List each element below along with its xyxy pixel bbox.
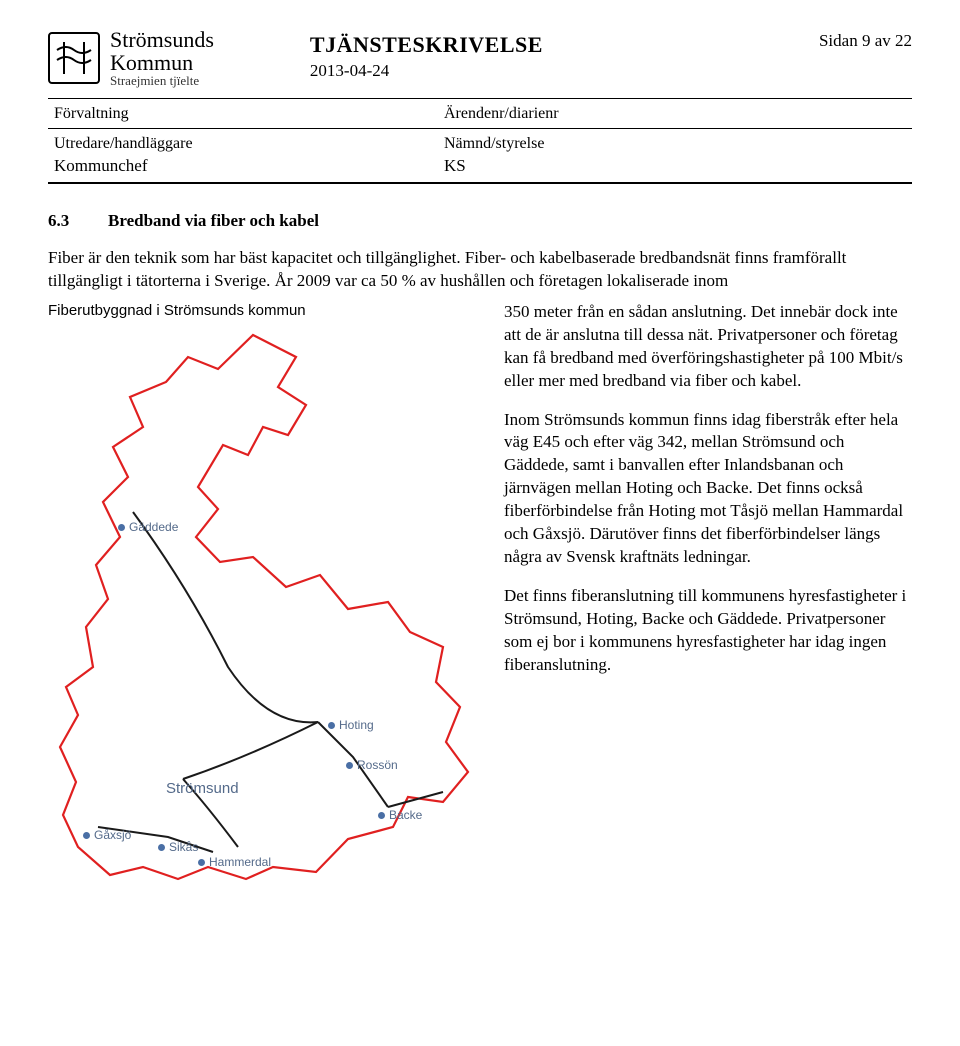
meta-row-2: Utredare/handläggare Kommunchef Nämnd/st…: [48, 128, 912, 183]
meta-right-cell: Nämnd/styrelse KS: [438, 129, 912, 182]
map-label-text: Rossön: [357, 757, 398, 773]
meta-table: Förvaltning Ärendenr/diarienr Utredare/h…: [48, 98, 912, 184]
map-label-hammerdal: Hammerdal: [198, 854, 271, 870]
text-column: 350 meter från en sådan anslutning. Det …: [504, 301, 912, 693]
map-dot-icon: [346, 762, 353, 769]
meta-forvaltning-label: Förvaltning: [48, 99, 438, 129]
section-heading: 6.3 Bredband via fiber och kabel: [48, 210, 912, 233]
map-svg: [48, 327, 478, 887]
shield-icon: [48, 32, 100, 84]
map-figure: Gäddede Hoting Rossön Backe Gåxsjö Sikås: [48, 327, 478, 887]
meta-utredare-value: Kommunchef: [54, 155, 432, 178]
map-label-text: Hoting: [339, 717, 374, 733]
meta-utredare-label: Utredare/handläggare: [54, 133, 432, 155]
map-dot-icon: [198, 859, 205, 866]
map-label-rosson: Rossön: [346, 757, 398, 773]
map-label-backe: Backe: [378, 807, 422, 823]
map-dot-icon: [83, 832, 90, 839]
meta-left-cell: Utredare/handläggare Kommunchef: [48, 129, 438, 182]
two-column-layout: Fiberutbyggnad i Strömsunds kommun Gädde…: [48, 301, 912, 887]
fiber-line-3: [388, 792, 443, 807]
document-title: TJÄNSTESKRIVELSE: [310, 30, 543, 60]
paragraph-2: Inom Strömsunds kommun finns idag fibers…: [504, 409, 912, 570]
map-label-text: Gäddede: [129, 519, 178, 535]
map-label-gaxsjo: Gåxsjö: [83, 827, 131, 843]
paragraph-1: 350 meter från en sådan anslutning. Det …: [504, 301, 912, 393]
document-date: 2013-04-24: [310, 60, 543, 83]
map-dot-icon: [378, 812, 385, 819]
title-block: TJÄNSTESKRIVELSE 2013-04-24: [310, 30, 543, 83]
map-label-text: Hammerdal: [209, 854, 271, 870]
map-dot-icon: [328, 722, 335, 729]
section-number: 6.3: [48, 210, 88, 233]
map-label-hoting: Hoting: [328, 717, 374, 733]
lead-paragraph: Fiber är den teknik som har bäst kapacit…: [48, 247, 912, 293]
meta-arendenr-label: Ärendenr/diarienr: [438, 99, 912, 129]
page-indicator: Sidan 9 av 22: [819, 28, 912, 53]
map-label-stromsund: Strömsund: [166, 779, 239, 799]
meta-row-1: Förvaltning Ärendenr/diarienr: [48, 99, 912, 129]
map-label-text: Backe: [389, 807, 422, 823]
fiber-line-6: [183, 722, 318, 779]
paragraph-3: Det finns fiberanslutning till kommunens…: [504, 585, 912, 677]
meta-namnd-label: Nämnd/styrelse: [444, 133, 906, 155]
map-label-gaddede: Gäddede: [118, 519, 178, 535]
fiber-line-1: [133, 512, 318, 722]
org-text: Strömsunds Kommun Straejmien tjïelte: [110, 28, 214, 88]
map-outline: [60, 335, 468, 879]
org-subtitle: Straejmien tjïelte: [110, 74, 214, 88]
map-label-text: Sikås: [169, 839, 198, 855]
map-label-text: Gåxsjö: [94, 827, 131, 843]
map-label-sikas: Sikås: [158, 839, 198, 855]
map-column: Fiberutbyggnad i Strömsunds kommun Gädde…: [48, 301, 478, 887]
map-caption: Fiberutbyggnad i Strömsunds kommun: [48, 301, 478, 321]
map-dot-icon: [158, 844, 165, 851]
org-logo-block: Strömsunds Kommun Straejmien tjïelte: [48, 28, 214, 88]
org-name: Strömsunds: [110, 28, 214, 51]
section-title: Bredband via fiber och kabel: [108, 210, 319, 233]
org-unit: Kommun: [110, 51, 214, 74]
map-dot-icon: [118, 524, 125, 531]
meta-namnd-value: KS: [444, 155, 906, 178]
document-header: Strömsunds Kommun Straejmien tjïelte TJÄ…: [48, 28, 912, 88]
